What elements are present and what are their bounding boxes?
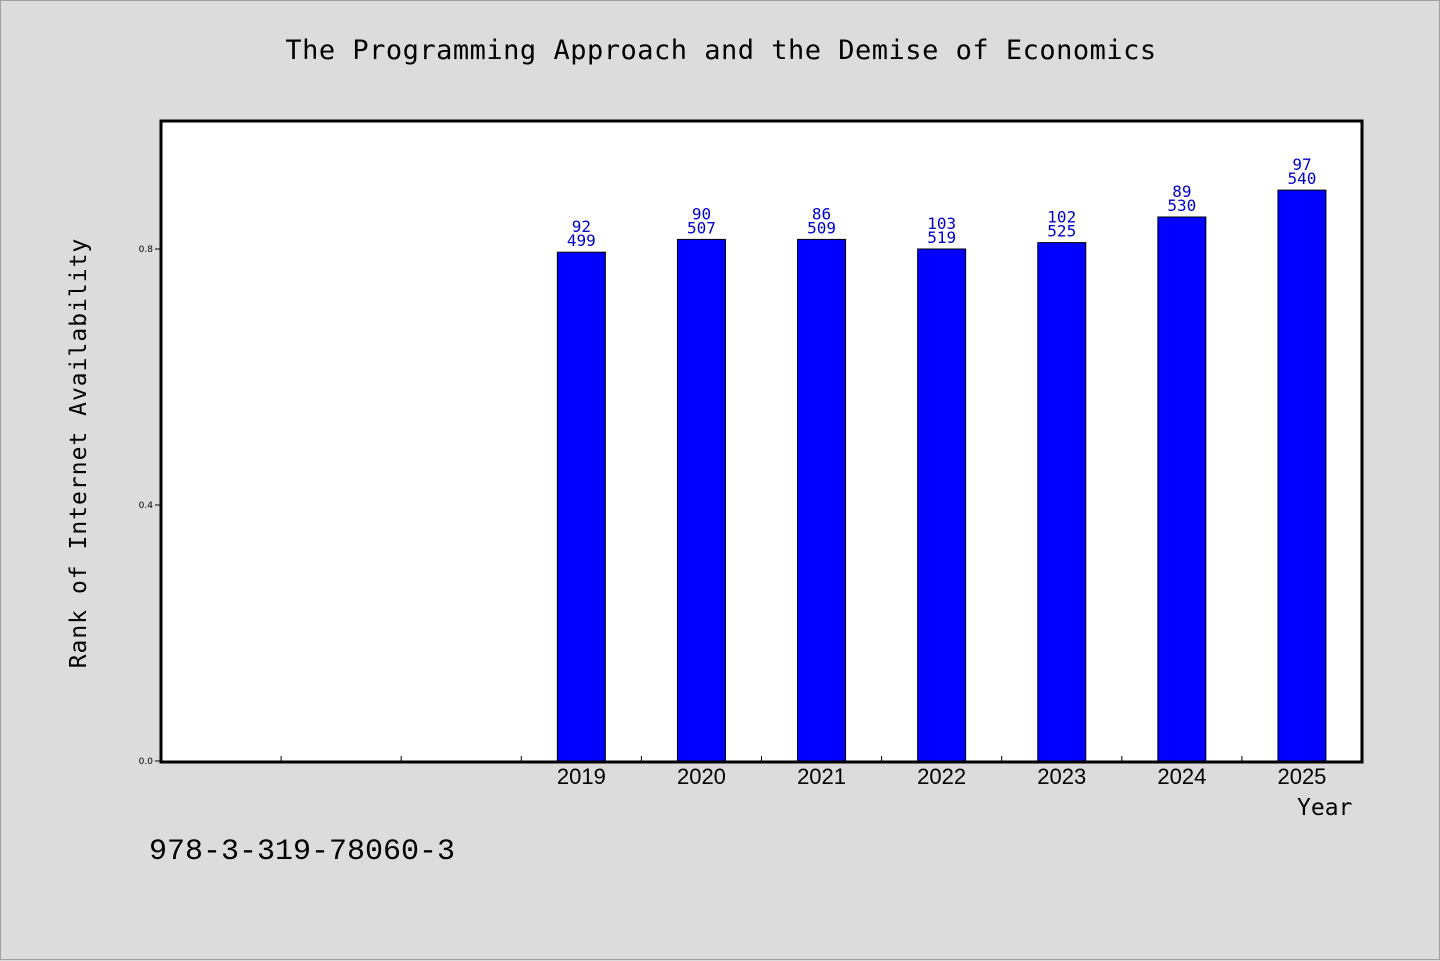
bar-label-top: 102	[1047, 208, 1076, 227]
bar-label-bottom: 509	[807, 218, 836, 237]
x-tick-label: 2021	[797, 764, 846, 789]
y-axis-title: Rank of Internet Availability	[66, 237, 92, 669]
x-tick-label: 2022	[917, 764, 966, 789]
bar-2019	[556, 251, 606, 762]
y-tick-label: 0.8	[139, 245, 154, 255]
bar-2021	[797, 238, 847, 762]
bar-label-top: 90	[692, 204, 711, 223]
bar-2023	[1037, 242, 1087, 762]
chart-title: The Programming Approach and the Demise …	[285, 35, 1157, 66]
bar-label-top: 89	[1172, 182, 1191, 201]
bar-label-bottom: 525	[1047, 222, 1076, 241]
bar-2020	[676, 238, 726, 762]
x-tick-label: 2025	[1277, 764, 1326, 789]
bar-label-bottom: 519	[927, 228, 956, 247]
bar-label-bottom: 499	[567, 231, 596, 250]
bar-label-top: 92	[572, 217, 591, 236]
bar-label-top: 86	[812, 204, 831, 223]
bar-label-bottom: 530	[1167, 196, 1196, 215]
bar-label-bottom: 507	[687, 218, 716, 237]
x-tick-label: 2019	[557, 764, 606, 789]
bars	[556, 189, 1327, 762]
bar-label-top: 97	[1292, 155, 1311, 174]
bar-2022	[917, 248, 967, 762]
bar-label-top: 103	[927, 214, 956, 233]
y-tick-label: 0.4	[139, 501, 154, 511]
axis-ticks: 0.0 0.4 0.8 2019 2020 2021 2022 2023 2024 2025	[139, 245, 1327, 789]
x-tick-label: 2023	[1037, 764, 1086, 789]
x-tick-label: 2024	[1157, 764, 1206, 789]
bar-label-bottom: 540	[1287, 169, 1316, 188]
isbn-label: 978-3-319-78060-3	[149, 835, 456, 869]
y-tick-label: 0.0	[139, 757, 154, 767]
bar-2024	[1157, 216, 1207, 762]
x-tick-label: 2020	[677, 764, 726, 789]
x-axis-title: Year	[1297, 795, 1353, 821]
bar-2025	[1277, 189, 1327, 762]
